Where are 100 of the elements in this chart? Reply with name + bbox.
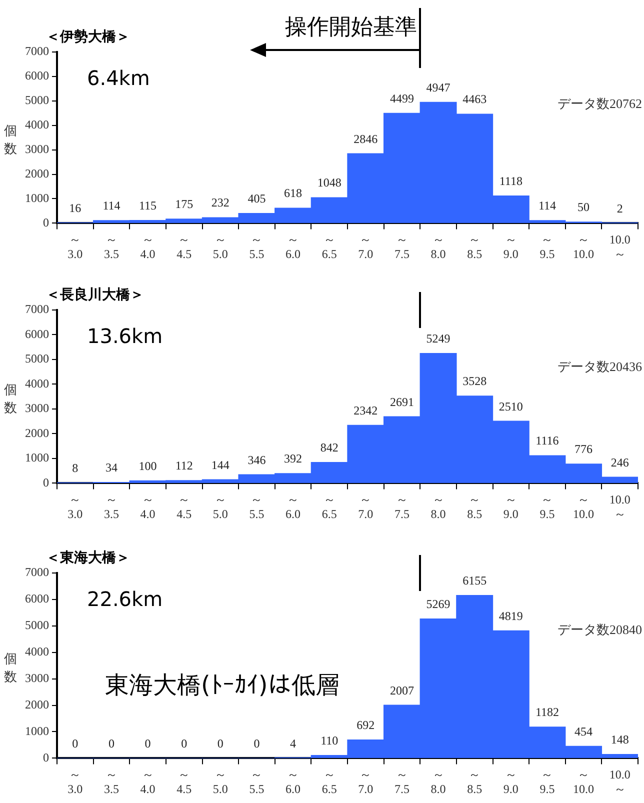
data-label: 776 xyxy=(574,442,593,456)
x-tick-label: ～ 5.0 xyxy=(212,492,228,521)
chart-title: ＜東海大橋＞ xyxy=(46,549,130,567)
x-tick-label: ～ 3.5 xyxy=(104,768,119,796)
data-label: 50 xyxy=(578,200,590,214)
data-label: 405 xyxy=(248,191,266,206)
annotation: データ数20436 xyxy=(558,358,642,376)
y-tick-label: 3000 xyxy=(25,142,49,156)
data-label: 2 xyxy=(616,201,623,216)
data-label: 1182 xyxy=(535,705,559,720)
data-label: 110 xyxy=(320,733,338,748)
y-tick-label: 5000 xyxy=(25,93,49,108)
y-tick-label: 1000 xyxy=(25,190,49,205)
data-label: 144 xyxy=(211,458,230,472)
data-label: 115 xyxy=(139,198,157,213)
y-tick-label: 4000 xyxy=(25,118,49,132)
data-label: 4 xyxy=(290,736,296,750)
data-label: 114 xyxy=(102,198,120,213)
y-tick-label: 4000 xyxy=(25,644,49,659)
x-tick-label: ～ 7.0 xyxy=(358,232,374,261)
x-tick-label: ～ 6.0 xyxy=(286,232,301,261)
data-label: 2846 xyxy=(354,132,378,146)
data-label: 2510 xyxy=(498,399,523,414)
data-label: 4947 xyxy=(426,80,450,94)
x-tick-label: ～ 4.0 xyxy=(140,492,156,521)
x-tick-label: ～ 9.0 xyxy=(503,232,518,261)
x-tick-label: ～ 7.5 xyxy=(394,768,410,796)
x-tick-label: ～ 9.0 xyxy=(503,768,518,796)
x-tick-label: ～ 6.5 xyxy=(322,768,337,796)
x-tick-label: ～ 4.0 xyxy=(140,232,156,261)
y-tick-label: 7000 xyxy=(25,565,49,580)
y-tick-label: 5000 xyxy=(25,618,49,632)
y-tick-label: 4000 xyxy=(25,376,49,390)
x-tick-label: 10.0 ～ xyxy=(609,232,630,261)
x-tick-label: ～ 7.5 xyxy=(394,232,410,261)
y-tick-label: 7000 xyxy=(25,302,49,316)
data-label: 112 xyxy=(175,458,193,473)
data-label: 5249 xyxy=(426,331,450,346)
data-label: 1116 xyxy=(536,434,559,448)
x-tick-label: ～ 6.5 xyxy=(322,232,337,261)
x-tick-label: ～ 8.5 xyxy=(467,492,482,521)
data-label: 100 xyxy=(138,458,157,473)
y-axis-title: 個数 xyxy=(4,122,18,158)
x-tick-label: ～ 9.0 xyxy=(503,492,518,521)
data-label: 4819 xyxy=(498,608,523,623)
data-label: 346 xyxy=(248,452,266,467)
x-tick-label: ～ 4.5 xyxy=(176,492,192,521)
x-tick-label: ～ 9.5 xyxy=(540,232,555,261)
x-tick-label: ～ 5.5 xyxy=(249,768,264,796)
x-tick-label: ～ 8.5 xyxy=(467,232,482,261)
x-tick-label: ～ 5.5 xyxy=(249,492,264,521)
data-label: 392 xyxy=(284,452,302,466)
y-tick-label: 2000 xyxy=(25,697,49,712)
x-tick-label: ～ 3.0 xyxy=(68,492,83,521)
data-label: 692 xyxy=(356,718,375,732)
y-tick-label: 0 xyxy=(43,475,49,490)
x-tick-label: ～ 3.5 xyxy=(104,232,119,261)
y-tick-label: 1000 xyxy=(25,724,49,738)
annotation: 13.6km xyxy=(87,324,163,348)
chart-title: ＜長良川大橋＞ xyxy=(46,286,144,304)
x-tick-label: ～ 5.0 xyxy=(212,768,228,796)
x-tick-label: ～ 6.0 xyxy=(286,492,301,521)
annotation: データ数20840 xyxy=(558,621,642,639)
x-tick-label: ～ 8.5 xyxy=(467,768,482,796)
data-label: 1048 xyxy=(317,176,342,190)
data-label: 0 xyxy=(108,736,114,750)
y-tick-label: 5000 xyxy=(25,352,49,366)
annotation: 6.4km xyxy=(87,66,150,90)
data-label: 34 xyxy=(105,460,118,475)
data-label: 8 xyxy=(72,461,78,476)
y-tick-label: 3000 xyxy=(25,401,49,416)
data-label: 2007 xyxy=(390,683,414,698)
chart-title: ＜伊勢大橋＞ xyxy=(46,28,130,46)
y-tick-label: 6000 xyxy=(25,326,49,341)
data-label: 4499 xyxy=(390,91,414,106)
data-label: 16 xyxy=(69,200,82,215)
x-tick-label: ～ 6.0 xyxy=(286,768,301,796)
data-label: 842 xyxy=(320,440,338,455)
data-label: 0 xyxy=(254,736,260,750)
x-tick-label: ～ 9.5 xyxy=(540,768,555,796)
data-label: 114 xyxy=(538,198,556,213)
x-tick-label: ～ 7.5 xyxy=(394,492,410,521)
data-label: 3528 xyxy=(462,374,487,388)
annotation: 22.6km xyxy=(87,587,163,611)
text: 操作開始基準 xyxy=(285,14,418,42)
x-tick-label: 10.0 ～ xyxy=(609,768,630,796)
data-label: 618 xyxy=(284,186,302,200)
x-tick-label: ～ 9.5 xyxy=(540,492,555,521)
x-tick-label: ～ 5.0 xyxy=(212,232,228,261)
x-tick-label: ～ 3.0 xyxy=(68,232,83,261)
x-tick-label: ～ 8.0 xyxy=(430,492,446,521)
x-tick-label: ～ 8.0 xyxy=(430,232,446,261)
y-tick-label: 1000 xyxy=(25,450,49,465)
data-label: 1118 xyxy=(499,174,522,188)
data-label: 2691 xyxy=(390,394,414,409)
x-tick-label: ～ 4.5 xyxy=(176,768,192,796)
data-label: 454 xyxy=(574,724,593,738)
data-label: 148 xyxy=(610,732,629,746)
data-label: 232 xyxy=(211,196,230,210)
x-tick-label: ～ 5.5 xyxy=(249,232,264,261)
